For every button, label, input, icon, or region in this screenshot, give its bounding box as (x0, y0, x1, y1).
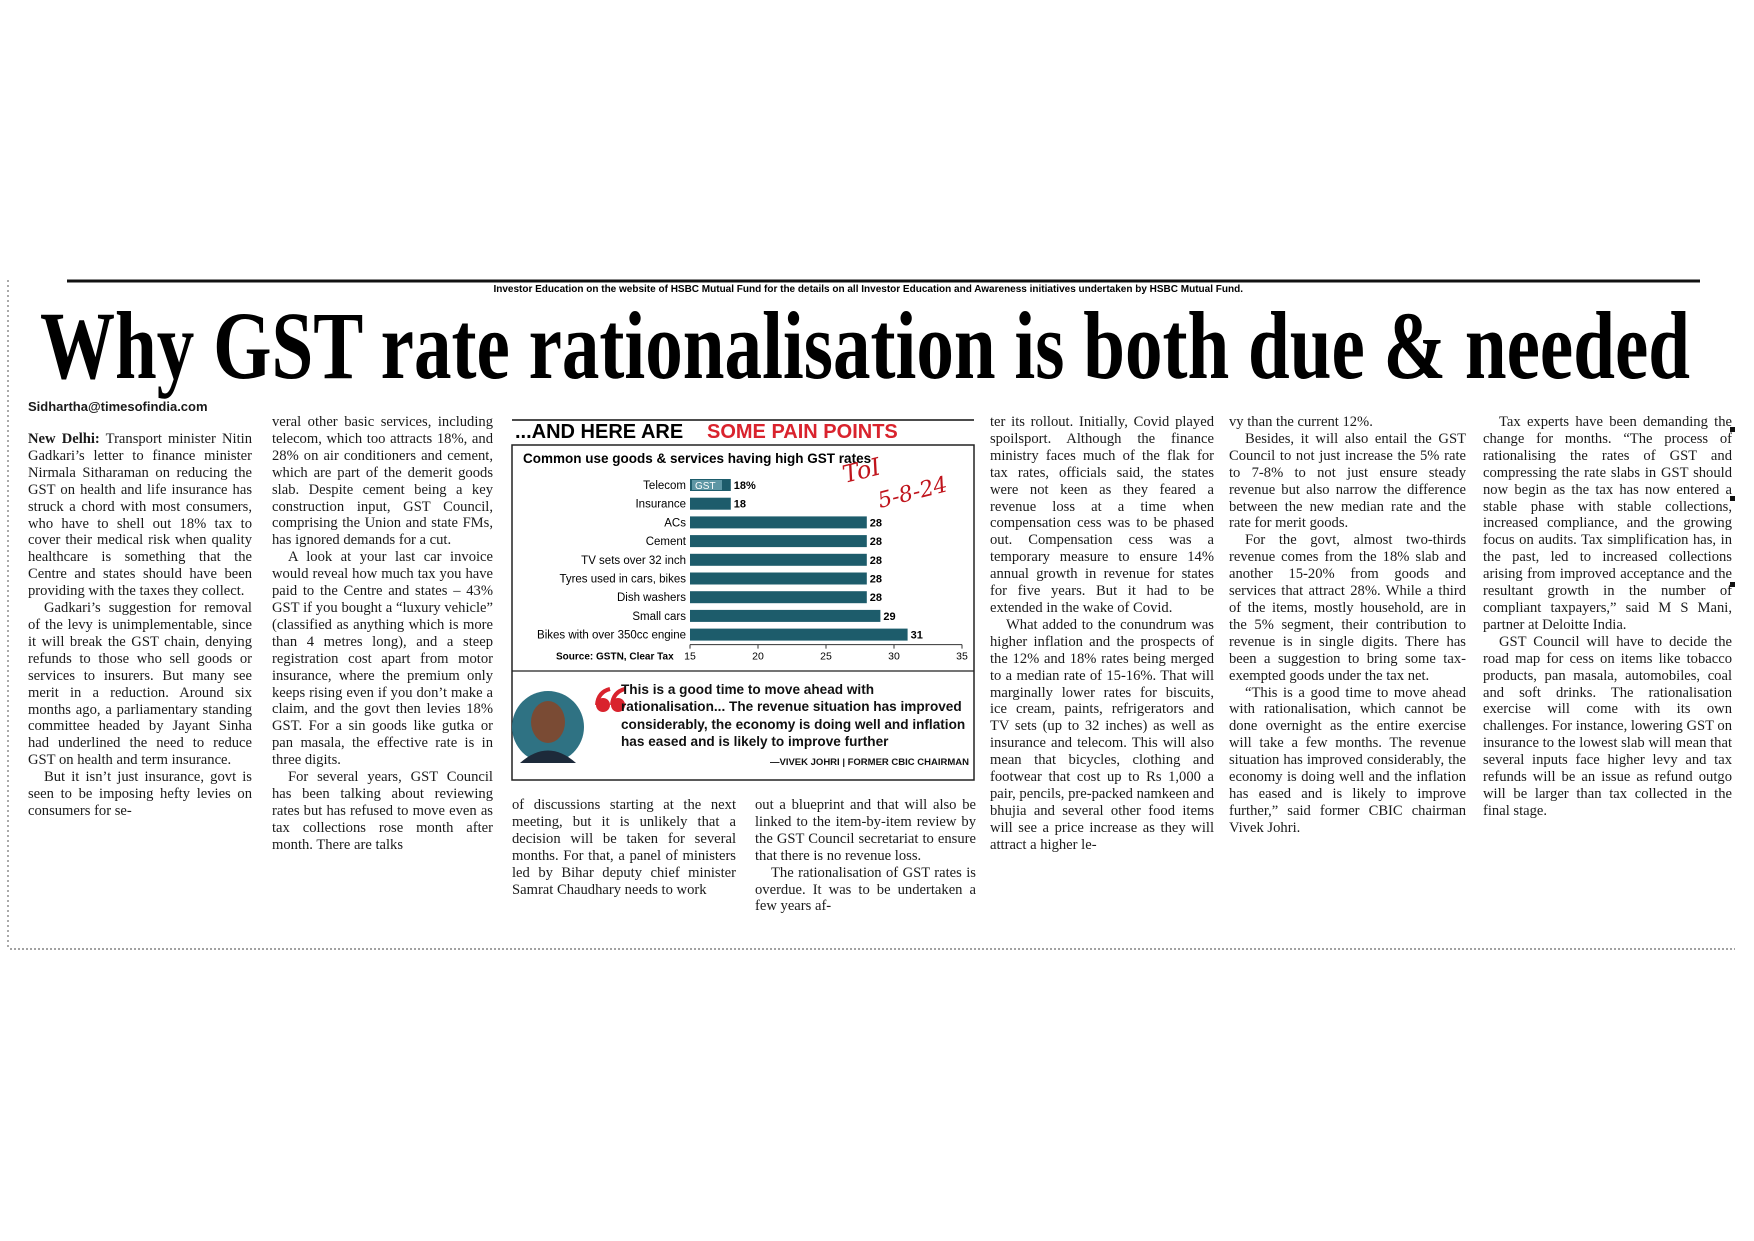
byline: Sidhartha@timesofindia.com (28, 399, 208, 414)
category-label: Dish washers (617, 592, 686, 604)
bar-annotation: GST (695, 481, 716, 492)
quote-attribution: —VIVEK JOHRI | FORMER CBIC CHAIRMAN (770, 756, 969, 768)
category-label: TV sets over 32 inch (581, 555, 686, 567)
paragraph-text: GST Council will have to decide the road… (1483, 633, 1732, 819)
bar (690, 628, 908, 641)
photo-face (531, 701, 565, 743)
paragraph: ter its rollout. Initially, Covid played… (990, 414, 1214, 617)
paragraph: A look at your last car invoice would re… (272, 549, 493, 769)
value-label: 18 (734, 499, 746, 511)
bar (690, 572, 867, 585)
paragraph-text: But it isn’t just insurance, govt is see… (28, 769, 252, 819)
category-label: Cement (646, 536, 687, 548)
margin-mark (1730, 427, 1735, 432)
margin-mark (1730, 496, 1735, 501)
paragraph-text: of discussions starting at the next meet… (512, 797, 736, 898)
paragraph: Tax experts have been demanding the chan… (1483, 414, 1732, 634)
article-column: out a blueprint and that will also be li… (755, 797, 976, 940)
paragraph-text: Transport minister Nitin Gadkari’s lette… (28, 431, 252, 600)
value-label: 28 (870, 592, 882, 604)
paragraph-text: Tax experts have been demanding the chan… (1483, 414, 1732, 633)
value-label: 18% (734, 480, 756, 492)
paragraph-text: ter its rollout. Initially, Covid played… (990, 414, 1214, 616)
paragraph: vy than the current 12%. (1229, 414, 1466, 431)
value-label: 28 (870, 555, 882, 567)
paragraph: GST Council will have to decide the road… (1483, 634, 1732, 820)
bar (690, 535, 867, 548)
article-column: ter its rollout. Initially, Covid played… (990, 414, 1214, 941)
paragraph: Gadkari’s suggestion for removal of the … (28, 600, 252, 769)
paragraph-text: Gadkari’s suggestion for removal of the … (28, 600, 252, 769)
paragraph: For several years, GST Council has been … (272, 769, 493, 854)
chart-subtitle: Common use goods & services having high … (523, 451, 871, 466)
category-label: Tyres used in cars, bikes (559, 574, 686, 586)
quote-mark (595, 687, 611, 706)
paragraph: of discussions starting at the next meet… (512, 797, 736, 898)
paragraph-text: For several years, GST Council has been … (272, 769, 493, 853)
paragraph-text: A look at your last car invoice would re… (272, 549, 493, 769)
paragraph-text: For the govt, almost two-thirds revenue … (1229, 532, 1466, 684)
value-label: 31 (911, 630, 923, 642)
x-tick-label: 15 (684, 651, 696, 663)
paragraph: New Delhi: Transport minister Nitin Gadk… (28, 431, 252, 600)
headline: Why GST rate rationalisation is both due… (40, 292, 1690, 399)
paragraph: For the govt, almost two-thirds revenue … (1229, 532, 1466, 684)
value-label: 28 (870, 517, 882, 529)
header-strip: Investor Education on the website of HSB… (493, 284, 1243, 295)
x-tick-label: 35 (956, 651, 968, 663)
paragraph: The rationalisation of GST rates is over… (755, 865, 976, 916)
bar (690, 497, 731, 510)
value-label: 29 (883, 611, 895, 623)
category-label: Small cars (632, 611, 686, 623)
bar (690, 591, 867, 604)
paragraph-text: vy than the current 12%. (1229, 414, 1373, 430)
paragraph: But it isn’t just insurance, govt is see… (28, 769, 252, 820)
paragraph-text: veral other basic services, including te… (272, 414, 493, 549)
category-label: Bikes with over 350cc engine (537, 630, 686, 642)
category-label: Telecom (643, 480, 686, 492)
margin-mark (1730, 582, 1735, 587)
paragraph-text: Besides, it will also entail the GST Cou… (1229, 430, 1466, 532)
chart-frame (511, 444, 975, 781)
category-label: Insurance (635, 499, 686, 511)
paragraph-text: out a blueprint and that will also be li… (755, 797, 976, 864)
x-tick-label: 20 (752, 651, 764, 663)
annotation-box (692, 480, 722, 490)
value-label: 28 (870, 536, 882, 548)
paragraph: out a blueprint and that will also be li… (755, 797, 976, 865)
chart-title-highlight: SOME PAIN POINTS (707, 421, 898, 443)
paragraph: veral other basic services, including te… (272, 414, 493, 549)
paragraph-text: “This is a good time to move ahead with … (1229, 684, 1466, 836)
x-tick-label: 30 (888, 651, 900, 663)
bar (690, 553, 867, 566)
paragraph-text: The rationalisation of GST rates is over… (755, 864, 976, 915)
quote-text: This is a good time to move ahead with r… (621, 682, 966, 750)
article-column: Tax experts have been demanding the chan… (1483, 414, 1732, 941)
paragraph: Besides, it will also entail the GST Cou… (1229, 431, 1466, 532)
paragraph-text: What added to the conundrum was higher i… (990, 616, 1214, 853)
quote-mark (610, 687, 626, 706)
article-column: New Delhi: Transport minister Nitin Gadk… (28, 431, 252, 941)
handwritten-note: 5-8-24 (875, 472, 950, 513)
article-column: of discussions starting at the next meet… (512, 797, 736, 940)
value-label: 28 (870, 574, 882, 586)
category-label: ACs (664, 517, 686, 529)
dateline: New Delhi: (28, 431, 100, 447)
bar (690, 609, 881, 622)
chart-source: Source: GSTN, Clear Tax (556, 652, 674, 663)
x-tick-label: 25 (820, 651, 832, 663)
pull-quote: This is a good time to move ahead with r… (621, 681, 969, 771)
article-column: veral other basic services, including te… (272, 414, 493, 941)
paragraph: “This is a good time to move ahead with … (1229, 685, 1466, 837)
chart-title: ...AND HERE ARE (515, 421, 683, 443)
paragraph: What added to the conundrum was higher i… (990, 617, 1214, 854)
article-column: vy than the current 12%. Besides, it will… (1229, 414, 1466, 941)
photo-suit (520, 750, 576, 763)
bar (690, 516, 867, 529)
